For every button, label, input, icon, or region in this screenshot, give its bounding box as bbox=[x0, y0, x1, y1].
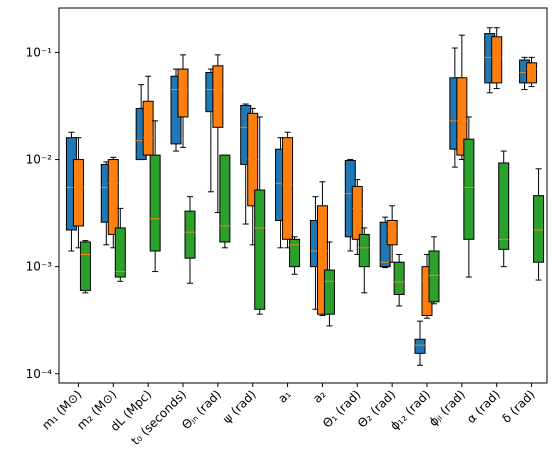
x-tick-label: ψ (rad) bbox=[220, 387, 259, 426]
box bbox=[107, 159, 119, 235]
box bbox=[358, 233, 370, 268]
box bbox=[212, 65, 224, 128]
box bbox=[72, 159, 84, 227]
box bbox=[177, 68, 189, 118]
box bbox=[184, 210, 196, 259]
box bbox=[393, 261, 405, 295]
box bbox=[149, 154, 161, 252]
x-tick-label: δ (rad) bbox=[499, 387, 537, 425]
y-tick-label: 10⁻² bbox=[26, 153, 53, 167]
x-tick-label: a₁ bbox=[275, 387, 294, 406]
x-tick-label: a₂ bbox=[310, 387, 329, 406]
box bbox=[351, 186, 363, 240]
box bbox=[491, 36, 503, 84]
y-tick-label: 10⁻⁴ bbox=[26, 367, 53, 381]
box bbox=[428, 250, 440, 303]
y-tick-label: 10⁻³ bbox=[26, 260, 53, 274]
box bbox=[316, 205, 328, 315]
box bbox=[79, 241, 91, 291]
box bbox=[323, 269, 335, 315]
box bbox=[463, 138, 475, 240]
box bbox=[289, 238, 301, 268]
box bbox=[142, 100, 154, 156]
x-tick-label: α (rad) bbox=[464, 387, 503, 426]
box bbox=[114, 227, 126, 278]
box bbox=[254, 189, 266, 310]
box bbox=[386, 219, 398, 246]
box bbox=[219, 154, 231, 243]
box bbox=[498, 162, 510, 250]
box bbox=[414, 338, 426, 354]
x-tick-label: ϕⱼₗ (rad) bbox=[426, 387, 468, 429]
plot-frame bbox=[58, 7, 548, 384]
y-tick-label: 10⁻¹ bbox=[26, 45, 53, 59]
box bbox=[282, 137, 294, 240]
box bbox=[533, 195, 545, 263]
box bbox=[526, 62, 538, 84]
